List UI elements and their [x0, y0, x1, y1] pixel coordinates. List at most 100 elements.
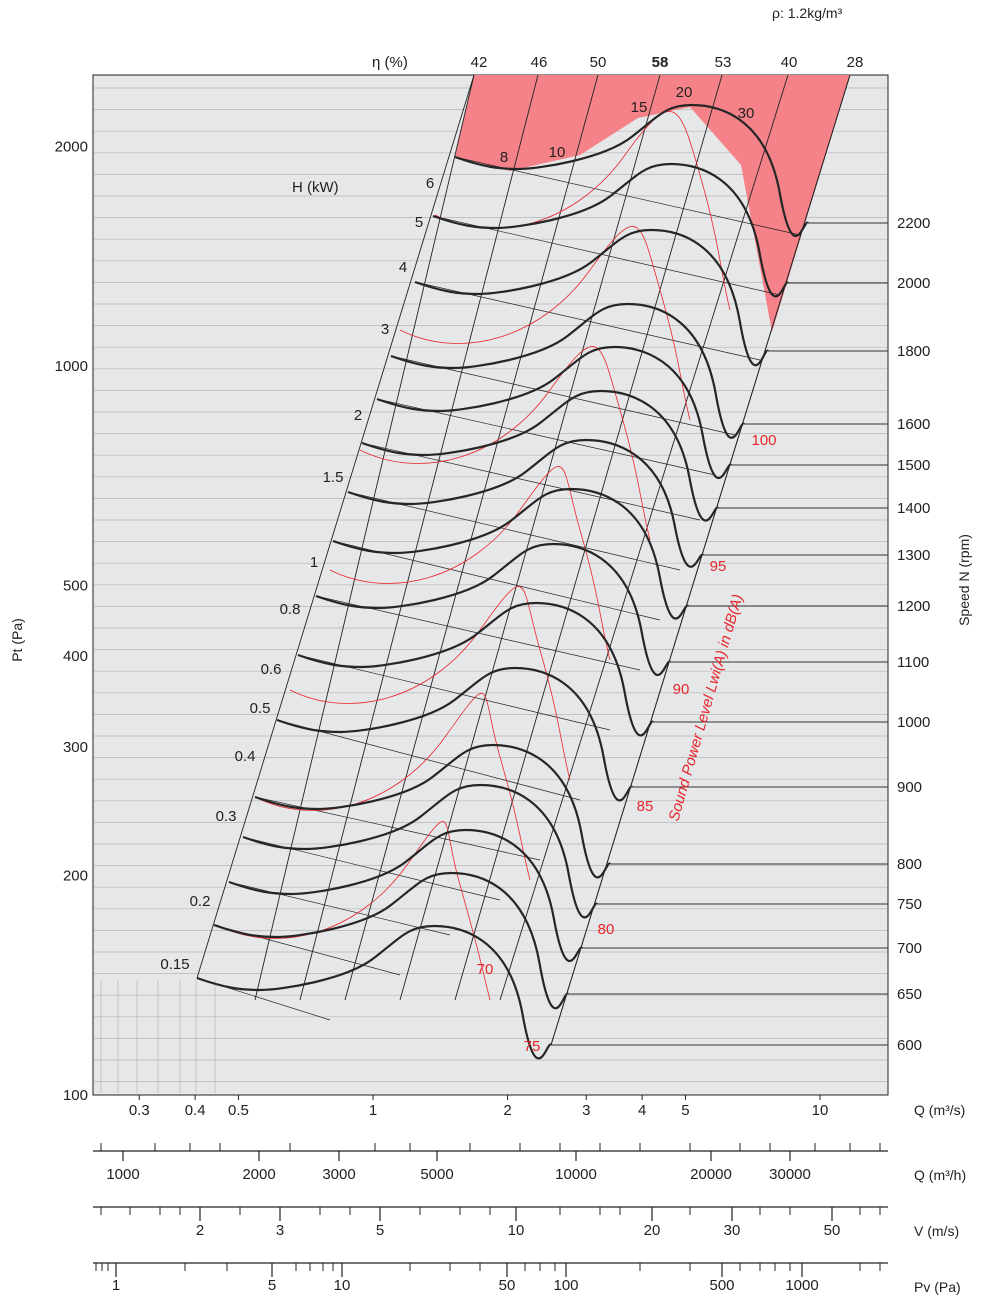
power-value: 20 — [676, 84, 693, 101]
scale-tick-label: 20000 — [690, 1166, 732, 1183]
speed-tick-label: 1200 — [897, 598, 930, 615]
power-line — [332, 540, 661, 621]
speed-tick-label: 650 — [897, 986, 922, 1003]
sound-value: 90 — [673, 681, 690, 698]
power-value: 0.15 — [160, 956, 189, 973]
power-value: 0.4 — [235, 748, 256, 765]
speed-tick-label: 1300 — [897, 547, 930, 564]
power-value: 0.8 — [280, 601, 301, 618]
power-value: 1 — [310, 554, 318, 571]
speed-tick-label: 2200 — [897, 215, 930, 232]
grid-stubs — [100, 980, 216, 1093]
efficiency-power-lines — [196, 74, 851, 1046]
efficiency-value: 58 — [652, 54, 669, 71]
speed-tick-label: 900 — [897, 779, 922, 796]
power-value: 0.3 — [216, 808, 237, 825]
speed-tick-label: 750 — [897, 896, 922, 913]
x-tick-label: 0.4 — [185, 1102, 206, 1119]
scale-tick-label: 5000 — [420, 1166, 453, 1183]
x-tick-label: 4 — [638, 1102, 646, 1119]
scale-tick-label: 50 — [499, 1277, 516, 1294]
x-tick-label: 2 — [503, 1102, 511, 1119]
power-value: 15 — [631, 99, 648, 116]
efficiency-label: η (%) — [372, 54, 408, 71]
density-label: ρ: 1.2kg/m³ — [772, 5, 843, 21]
power-value: 10 — [549, 144, 566, 161]
power-value: 3 — [381, 321, 389, 338]
efficiency-value: 46 — [531, 54, 548, 71]
power-line — [228, 881, 451, 936]
speed-curve — [347, 438, 705, 568]
speed-tick-label: 1400 — [897, 500, 930, 517]
y-tick-labels: 100 200 300 400 500 1000 2000 — [55, 139, 88, 1104]
speed-curve — [390, 302, 746, 439]
scale-tick-label: 100 — [553, 1277, 578, 1294]
efficiency-value: 53 — [715, 54, 732, 71]
power-value: 30 — [738, 105, 755, 122]
speed-curve — [454, 103, 810, 238]
y-tick-label: 400 — [63, 648, 88, 665]
speed-tick-labels: 600 650 700 750 800 900 1000 1100 1200 1300 1400 15… — [897, 215, 930, 1054]
speed-tick-label: 1100 — [897, 654, 929, 671]
sound-value: 80 — [598, 921, 615, 938]
y-tick-label: 2000 — [55, 139, 88, 156]
speed-curve — [228, 828, 584, 963]
efficiency-line — [454, 74, 723, 1001]
speed-tick-label: 1800 — [897, 343, 930, 360]
efficiency-line — [499, 74, 789, 1001]
scale-label: V (m/s) — [914, 1223, 959, 1239]
power-line — [276, 719, 581, 801]
scale-tick-label: 50 — [824, 1222, 841, 1239]
power-value: 1.5 — [323, 469, 344, 486]
y-axis-label: Pt (Pa) — [9, 618, 25, 662]
speed-tick-label: 1600 — [897, 416, 930, 433]
speed-curve — [196, 924, 553, 1060]
scale-tick-label: 10000 — [555, 1166, 597, 1183]
left-boundary-line — [196, 74, 475, 979]
scale-label: Pv (Pa) — [914, 1279, 961, 1295]
scale-tick-label: 3 — [276, 1222, 284, 1239]
scale-tick-label: 3000 — [322, 1166, 355, 1183]
x-tick-labels: 0.3 0.4 0.5 1 2 3 4 5 10 — [129, 1095, 829, 1119]
scale-tick-label: 2000 — [242, 1166, 275, 1183]
speed-curve — [432, 162, 790, 298]
sound-curve — [329, 466, 611, 661]
speed-reference-lines — [551, 222, 888, 1046]
scale-tick-label: 1000 — [106, 1166, 139, 1183]
efficiency-value: 50 — [590, 54, 607, 71]
power-label: H (kW) — [292, 179, 339, 196]
y-tick-label: 200 — [63, 868, 88, 885]
speed-curve — [276, 666, 634, 802]
sound-curve — [289, 586, 571, 781]
power-value: 8 — [500, 149, 508, 166]
sound-curve — [399, 226, 691, 421]
bottom-scales — [93, 1143, 888, 1277]
speed-tick-label: 2000 — [897, 275, 930, 292]
sound-value: 75 — [524, 1038, 541, 1055]
scale-tick-label: 30 — [724, 1222, 741, 1239]
x-tick-label: 1 — [369, 1102, 377, 1119]
y-tick-label: 100 — [63, 1087, 88, 1104]
sound-value: 70 — [477, 961, 494, 978]
scale-tick-label: 30000 — [769, 1166, 811, 1183]
speed-tick-label: 1500 — [897, 457, 930, 474]
x-tick-label: 3 — [582, 1102, 590, 1119]
efficiency-value: 42 — [471, 54, 488, 71]
efficiency-line — [550, 74, 851, 1046]
y-tick-label: 1000 — [55, 358, 88, 375]
x-axis-label: Q (m³/s) — [914, 1102, 965, 1118]
power-line — [347, 491, 681, 571]
scale-tick-label: 5 — [376, 1222, 384, 1239]
scale-tick-label: 2 — [196, 1222, 204, 1239]
power-value: 0.5 — [250, 700, 271, 717]
y-tick-label: 300 — [63, 739, 88, 756]
x-tick-label: 0.3 — [129, 1102, 150, 1119]
x-tick-label: 0.5 — [228, 1102, 249, 1119]
x-tick-label: 5 — [681, 1102, 689, 1119]
power-value: 6 — [426, 175, 434, 192]
efficiency-line — [399, 74, 661, 1001]
scale-label: Q (m³/h) — [914, 1167, 966, 1183]
power-value: 5 — [415, 214, 423, 231]
x-tick-label: 10 — [812, 1102, 829, 1119]
power-value: 2 — [354, 407, 362, 424]
